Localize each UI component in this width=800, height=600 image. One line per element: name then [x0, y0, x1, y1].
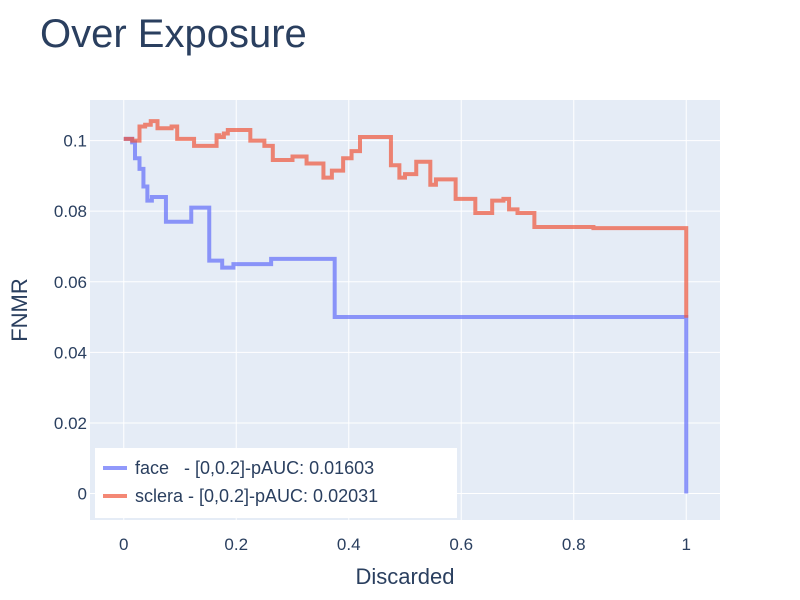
y-tick-label: 0.02 — [54, 414, 87, 433]
y-axis-title: FNMR — [7, 278, 32, 342]
x-tick-label: 0.6 — [449, 535, 473, 554]
x-tick-label: 1 — [682, 535, 691, 554]
x-tick-label: 0.8 — [562, 535, 586, 554]
y-axis-ticks: 0 0.02 0.04 0.06 0.08 0.1 — [54, 132, 87, 504]
x-axis-title: Discarded — [355, 564, 454, 589]
x-tick-label: 0.4 — [337, 535, 361, 554]
series-line-0 — [123, 136, 689, 494]
x-tick-label: 0 — [119, 535, 128, 554]
chart-title: Over Exposure — [40, 12, 307, 56]
series-layer — [123, 119, 689, 494]
x-tick-label: 0.2 — [224, 535, 248, 554]
legend-label-1[interactable]: sclera - [0,0.2]-pAUC: 0.02031 — [135, 486, 378, 506]
y-tick-label: 0 — [78, 485, 87, 504]
x-axis-ticks: 0 0.2 0.4 0.6 0.8 1 — [119, 535, 691, 554]
y-tick-label: 0.06 — [54, 273, 87, 292]
y-tick-label: 0.04 — [54, 343, 87, 362]
legend-background — [95, 448, 457, 518]
legend[interactable]: face - [0,0.2]-pAUC: 0.01603 sclera - [0,… — [95, 448, 457, 518]
y-tick-label: 0.1 — [63, 132, 87, 151]
legend-label-0[interactable]: face - [0,0.2]-pAUC: 0.01603 — [135, 458, 374, 478]
y-tick-label: 0.08 — [54, 202, 87, 221]
series-line-1 — [123, 119, 689, 318]
